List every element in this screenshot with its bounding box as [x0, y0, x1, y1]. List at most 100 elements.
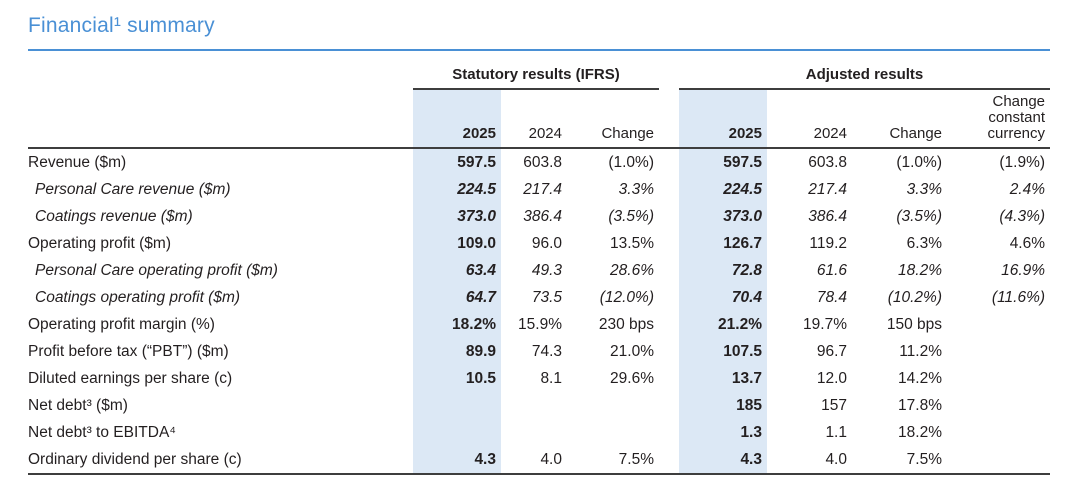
cell-adjusted-2024: 4.0 [767, 446, 852, 475]
column-header-statutory-2024: 2024 [501, 89, 567, 149]
cell-change-constant-currency [947, 392, 1050, 419]
cell-adjusted-change: 6.3% [906, 235, 942, 252]
cell-change-constant-currency: 2.4% [1009, 181, 1046, 198]
cell-adjusted-2025: 373.0 [679, 203, 767, 230]
cell-statutory-2024: 217.4 [523, 181, 562, 198]
cell-adjusted-change: 18.2% [898, 424, 942, 441]
column-header-adjusted-2024: 2024 [767, 89, 852, 149]
title-rule [28, 49, 1050, 51]
cell-statutory-2025: 224.5 [413, 176, 501, 203]
group-gap [659, 338, 679, 365]
cell-adjusted-2024: 1.1 [825, 424, 847, 441]
cell-adjusted-2024: 78.4 [816, 289, 847, 306]
column-header-adjusted-2025: 2025 [679, 89, 767, 149]
cell-change-constant-currency [947, 446, 1051, 475]
cell-adjusted-2024: 386.4 [808, 208, 847, 225]
table-header: Statutory results (IFRS) Adjusted result… [28, 51, 1051, 149]
cell-adjusted-2025: 1.3 [679, 419, 767, 446]
cell-change-constant-currency: (11.6%) [991, 289, 1046, 306]
cell-statutory-2025: 89.9 [413, 338, 501, 365]
row-label: Profit before tax (“PBT”) ($m) [28, 343, 229, 360]
column-header-row: 2025 2024 Change 2025 2024 Change Change const… [28, 89, 1051, 149]
group-gap [659, 89, 679, 149]
table-row: Operating profit margin (%) 18.2% 15.9% 230… [28, 311, 1050, 338]
cell-statutory-2025: 64.7 [413, 284, 501, 311]
column-header-adjusted-change: Change [852, 89, 947, 149]
row-label: Revenue ($m) [28, 154, 127, 171]
cell-statutory-2024: 386.4 [523, 208, 562, 225]
cell-adjusted-2025: 126.7 [679, 230, 767, 257]
table-row: Ordinary dividend per share (c) 4.3 4.0 7.5… [28, 446, 1051, 475]
table-row: Operating profit ($m) 109.0 96.0 13.5% 126.7… [28, 230, 1050, 257]
cell-statutory-change: 3.3% [618, 181, 654, 198]
cell-adjusted-change: 18.2% [898, 262, 942, 279]
cell-adjusted-2024: 217.4 [808, 181, 847, 198]
row-label: Net debt³ ($m) [28, 397, 128, 414]
cell-adjusted-2024: 61.6 [816, 262, 847, 279]
cell-statutory-2024: 96.0 [531, 235, 562, 252]
row-label: Operating profit ($m) [28, 235, 171, 252]
cell-statutory-2024: 8.1 [540, 370, 562, 387]
column-header-change-constant-currency: Change constant currency [947, 89, 1051, 149]
cell-change-constant-currency [947, 338, 1050, 365]
cell-statutory-2025: 597.5 [413, 148, 501, 176]
group-gap [659, 230, 679, 257]
cell-statutory-change: 13.5% [610, 235, 654, 252]
cell-adjusted-2024: 12.0 [816, 370, 847, 387]
row-label: Coatings operating profit ($m) [35, 289, 241, 306]
cell-statutory-2024 [501, 392, 567, 419]
row-label: Ordinary dividend per share (c) [28, 446, 413, 475]
cell-statutory-change: 28.6% [610, 262, 654, 279]
cell-statutory-2025: 10.5 [413, 365, 501, 392]
cell-statutory-2024: 73.5 [531, 289, 562, 306]
group-gap [659, 365, 679, 392]
cell-change-constant-currency: (1.9%) [999, 154, 1046, 171]
cell-change-constant-currency: 4.6% [1009, 235, 1046, 252]
cell-statutory-2025 [413, 419, 501, 446]
cell-statutory-2024: 15.9% [518, 316, 562, 333]
cell-adjusted-2024: 603.8 [808, 154, 847, 171]
cell-adjusted-2025: 21.2% [679, 311, 767, 338]
cell-change-constant-currency: 16.9% [1001, 262, 1046, 279]
cell-adjusted-2024: 119.2 [809, 235, 847, 252]
group-header-statutory: Statutory results (IFRS) [413, 51, 659, 90]
cell-adjusted-change: 3.3% [906, 181, 942, 198]
cell-adjusted-change: 7.5% [852, 446, 947, 475]
financial-summary-table: Statutory results (IFRS) Adjusted result… [28, 51, 1051, 475]
cell-statutory-2025: 109.0 [413, 230, 501, 257]
table-row: Coatings operating profit ($m) 64.7 73.5 (1… [28, 284, 1050, 311]
column-header-statutory-change: Change [567, 89, 659, 149]
group-gap [659, 148, 679, 176]
column-header-statutory-2025: 2025 [413, 89, 501, 149]
row-label: Coatings revenue ($m) [35, 208, 193, 225]
cell-change-constant-currency: (4.3%) [999, 208, 1046, 225]
group-header-adjusted: Adjusted results [679, 51, 1051, 90]
row-label: Operating profit margin (%) [28, 316, 215, 333]
cell-adjusted-change: 14.2% [898, 370, 942, 387]
cell-statutory-change: 29.6% [610, 370, 654, 387]
cell-adjusted-2025: 4.3 [679, 446, 767, 475]
cell-adjusted-change: (10.2%) [887, 289, 942, 306]
cell-statutory-2024: 74.3 [531, 343, 562, 360]
group-header-spacer [28, 51, 413, 89]
group-gap [659, 176, 679, 203]
row-label: Net debt³ to EBITDA⁴ [28, 424, 176, 441]
table-row: Revenue ($m) 597.5 603.8 (1.0%) 597.5 603.8 (1… [28, 148, 1050, 176]
cell-adjusted-change: (1.0%) [896, 154, 942, 171]
cell-statutory-2025: 4.3 [413, 446, 501, 475]
cell-statutory-change: 21.0% [610, 343, 654, 360]
cell-statutory-change: (3.5%) [608, 208, 654, 225]
cell-statutory-change: 7.5% [567, 446, 659, 475]
table-row: Personal Care operating profit ($m) 63.4 4… [28, 257, 1050, 284]
cell-statutory-change: (12.0%) [599, 289, 654, 306]
cell-adjusted-2024: 19.7% [803, 316, 847, 333]
group-gap [659, 203, 679, 230]
cell-adjusted-change: (3.5%) [896, 208, 942, 225]
cell-adjusted-2025: 224.5 [679, 176, 767, 203]
cell-adjusted-2025: 72.8 [679, 257, 767, 284]
cell-statutory-2025: 63.4 [413, 257, 501, 284]
cell-statutory-2024: 4.0 [501, 446, 567, 475]
table-row: Diluted earnings per share (c) 10.5 8.1 29.… [28, 365, 1050, 392]
cell-change-constant-currency [947, 365, 1050, 392]
